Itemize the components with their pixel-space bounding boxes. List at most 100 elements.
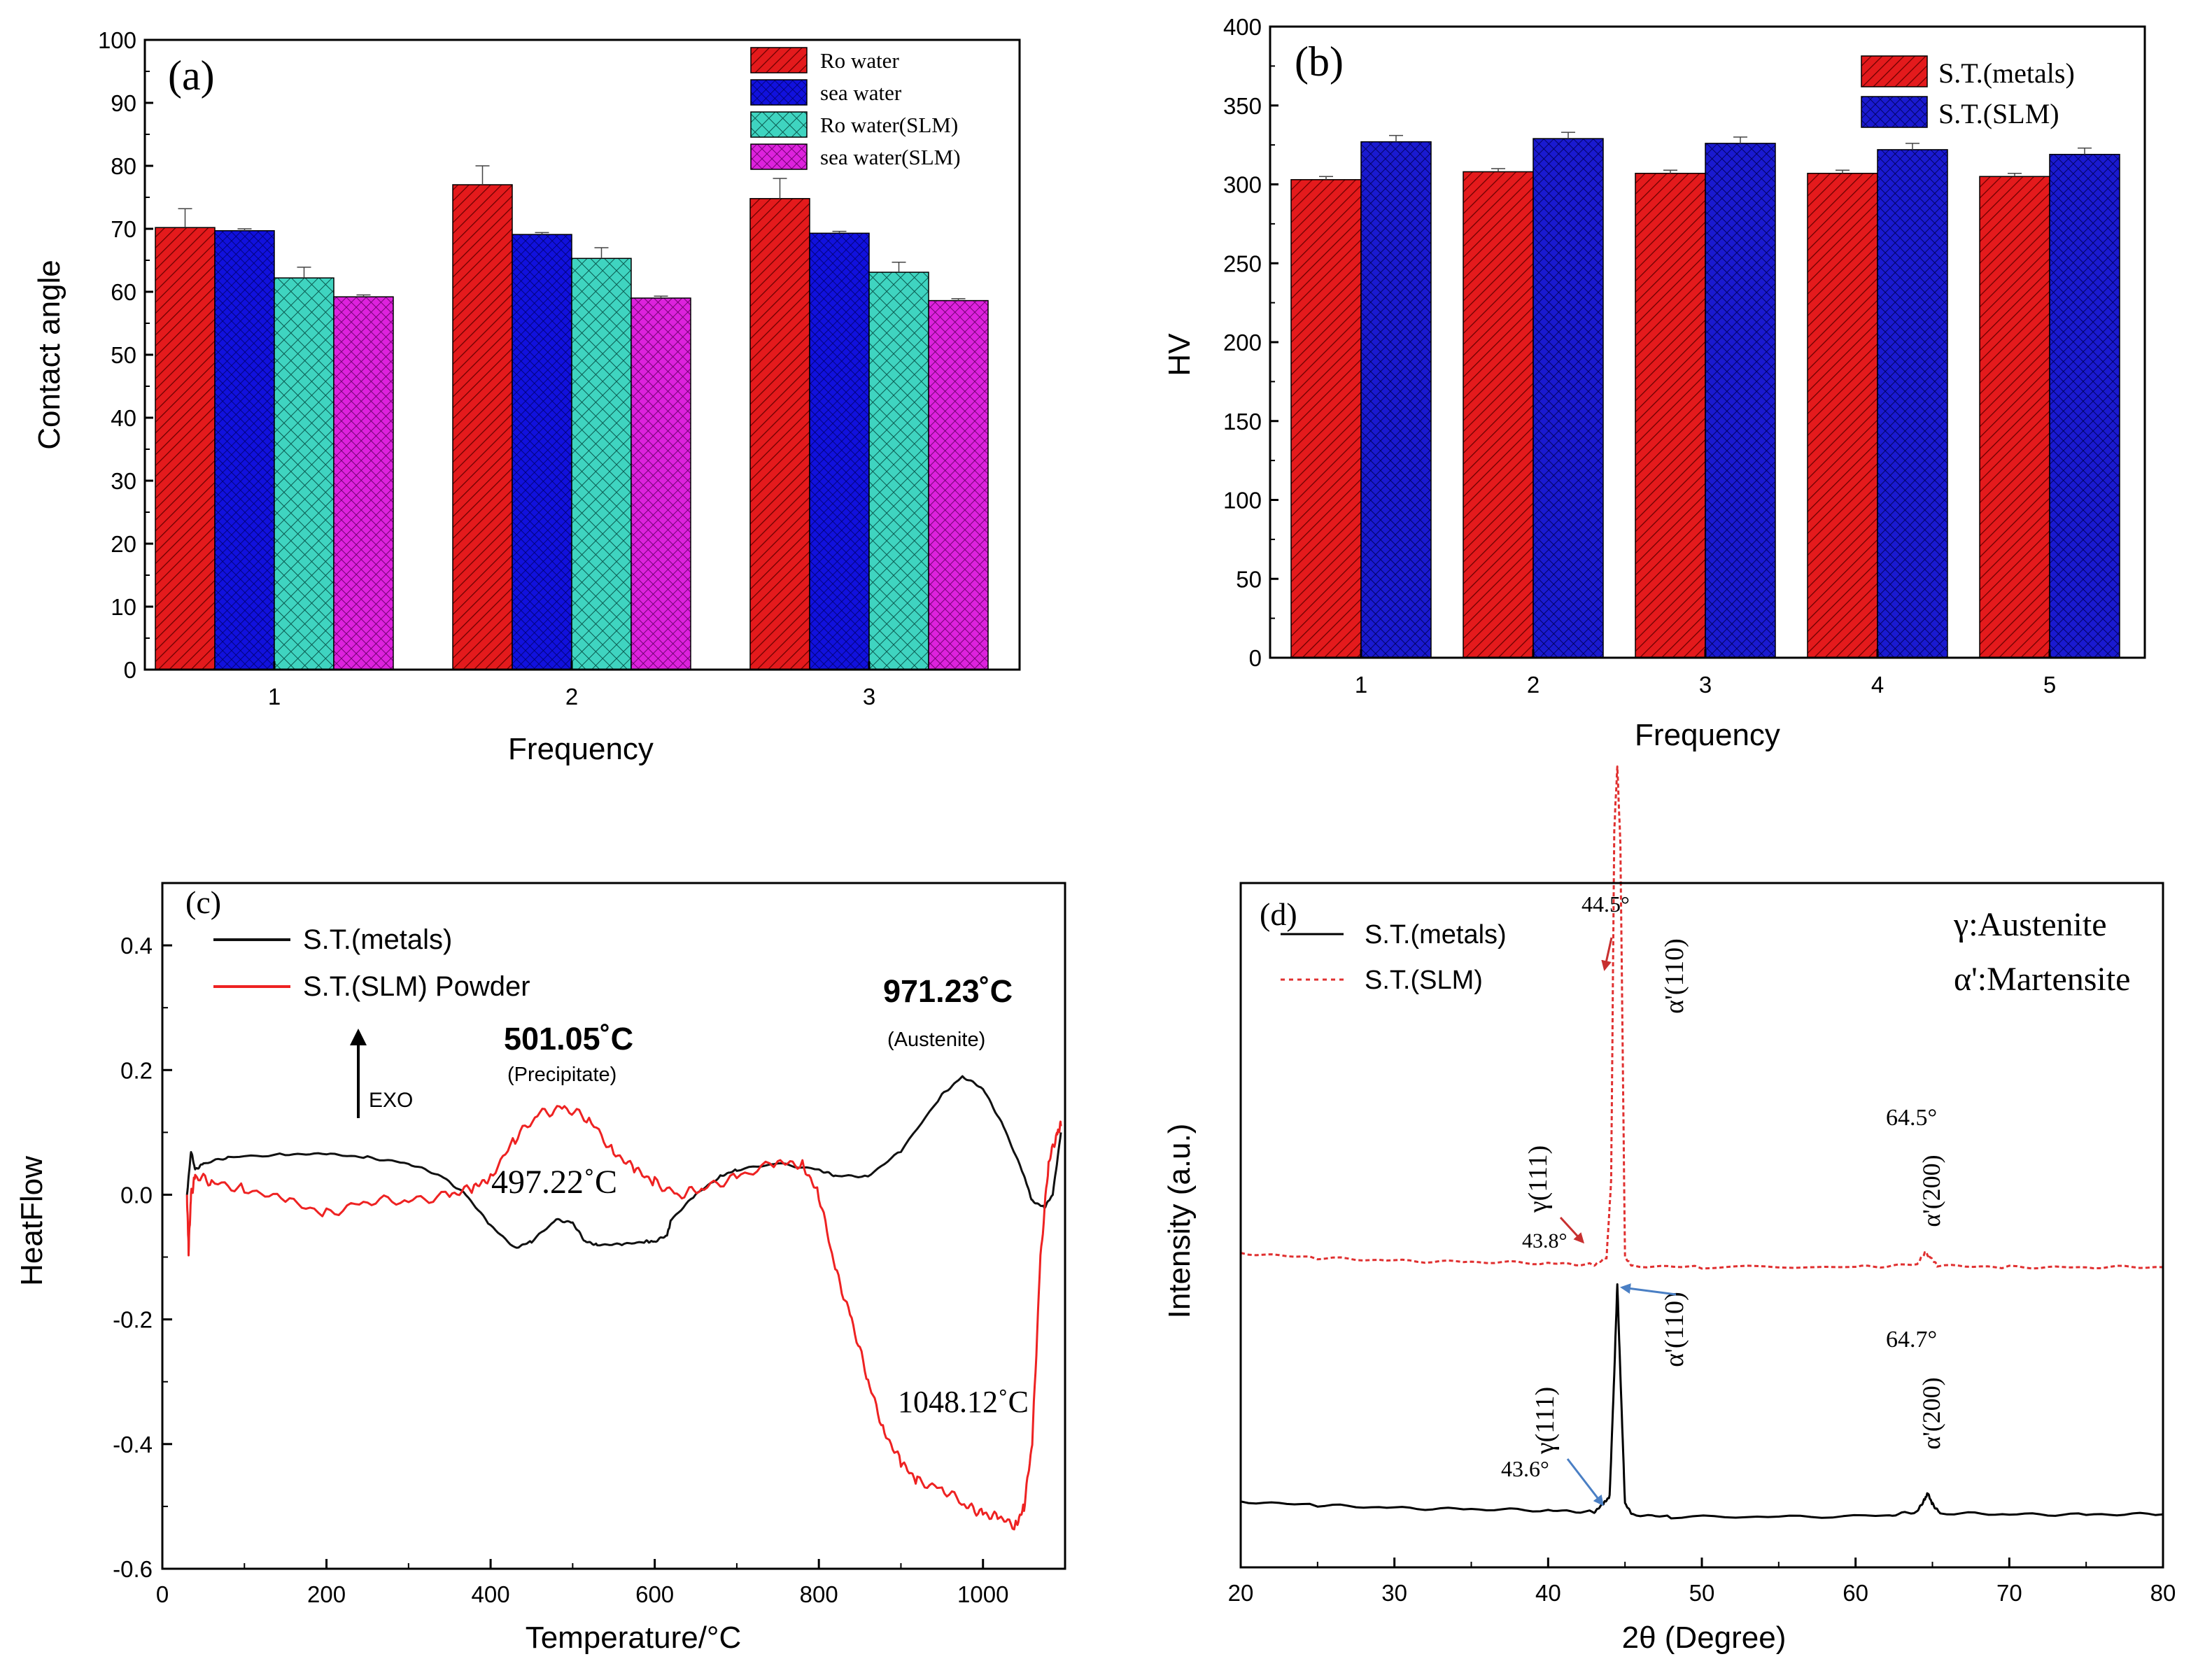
annotation-alpha110-slm: α'(110) [1660,938,1689,1014]
y-tick-label: 0.2 [120,1057,153,1083]
panel-a-ylabel: Contact angle [32,260,66,450]
x-tick-label: 1000 [957,1581,1008,1607]
legend-label-sea-water-slm: sea water(SLM) [820,145,961,169]
panel-c-label: (c) [185,884,221,920]
legend-label-dsc-metals: S.T.(metals) [303,924,452,955]
panel-d-legend: S.T.(metals) S.T.(SLM) γ:Austenite α':Ma… [1281,906,2130,998]
x-tick-label: 50 [1689,1580,1715,1606]
panel-b-xlabel: Frequency [1635,718,1780,752]
x-tick-label: 3 [1699,672,1712,698]
x-tick-label: 400 [472,1581,510,1607]
panel-d-label: (d) [1260,896,1297,932]
y-tick-label: -0.4 [113,1432,153,1457]
x-tick-label: 40 [1535,1580,1561,1606]
x-tick-label: 2 [1527,672,1540,698]
x-tick-label: 200 [307,1581,346,1607]
annotation-1048c: 1048.12˚C [898,1385,1029,1419]
x-tick-label: 4 [1871,672,1884,698]
legend-label-sea-water: sea water [820,80,902,105]
x-tick-label: 0 [156,1581,169,1607]
legend-swatch-ro-water-slm [750,111,808,138]
line-s-t-metals [1240,1283,2164,1520]
legend-label-st-slm: S.T.(SLM) [1938,98,2059,129]
legend-label-ro-water-slm: Ro water(SLM) [820,113,958,137]
y-tick-label: 200 [1223,330,1262,355]
bar-s-t-metals-1 [1290,178,1362,658]
bar-ro-water-slm-3 [868,271,929,670]
bar-s-t-metals-2 [1463,171,1534,658]
y-tick-label: 300 [1223,172,1262,198]
x-tick-label: 80 [2150,1580,2176,1606]
phase-legend-austenite: γ:Austenite [1953,906,2107,943]
panel-c-xlabel: Temperature/°C [526,1621,742,1655]
y-tick-label: 90 [111,90,136,116]
bar-s-t-metals-5 [1979,176,2050,658]
panel-b-ylabel: HV [1162,333,1197,376]
annotation-alpha200-slm: α'(200) [1917,1155,1945,1227]
line-s-t-slm-powder [185,1105,1062,1531]
panel-a-y-axis: 0 10 20 30 40 50 60 70 80 90 100 [98,27,153,683]
y-tick-label: 0.0 [120,1182,153,1208]
x-tick-label: 20 [1228,1580,1254,1606]
y-tick-label: 350 [1223,93,1262,119]
y-tick-label: 0 [1249,645,1262,671]
bar-s-t-slm-3 [1705,143,1776,658]
panel-d-axes: 20 30 40 50 60 70 80 [1228,1558,2176,1606]
panel-a-legend: Ro water sea water Ro water(SLM) sea wat… [750,47,961,170]
panel-c-annotations: EXO 501.05˚C (Precipitate) 971.23˚C (Aus… [350,973,1029,1419]
annotation-497c: 497.22˚C [491,1164,617,1201]
panel-c-frame [161,882,1066,1570]
y-tick-label: 10 [111,594,136,620]
panel-b-hardness-chart: 0 50 100 150 200 250 300 350 400 (b) Frequency H… [1162,14,2146,752]
phase-legend-martensite: α':Martensite [1954,961,2130,998]
bar-ro-water-slm-2 [571,257,632,670]
legend-label-dsc-slm: S.T.(SLM) Powder [303,971,530,1002]
annotation-alpha110-metals: α'(110) [1660,1292,1689,1367]
legend-swatch-st-slm [1861,96,1928,128]
panel-b-bars [1290,132,2120,658]
panel-d-ylabel: Intensity (a.u.) [1162,1124,1197,1319]
bar-s-t-metals-3 [1635,172,1706,658]
bar-ro-water-1 [155,227,216,670]
bar-s-t-metals-4 [1807,172,1878,658]
arrow-gamma111-metals-icon [1566,1458,1604,1506]
panel-c-legend: S.T.(metals) S.T.(SLM) Powder [213,924,530,1002]
x-tick-label: 60 [1843,1580,1868,1606]
x-tick-label: 70 [1996,1580,2022,1606]
x-tick-label: 1 [1355,672,1367,698]
bar-s-t-slm-1 [1360,141,1432,658]
legend-label-st-metals: S.T.(metals) [1938,57,2075,89]
x-tick-label: 5 [2043,672,2056,698]
panel-b-y-axis: 0 50 100 150 200 250 300 350 400 [1223,14,1278,671]
bar-sea-water-slm-2 [630,297,691,670]
line-s-t-slm [1240,765,2164,1270]
y-tick-label: 70 [111,216,136,242]
y-tick-label: 100 [1223,488,1262,514]
panel-d-xlabel: 2θ (Degree) [1622,1621,1787,1655]
annotation-64-5: 64.5° [1886,1105,1937,1131]
panel-a-bars [155,165,989,670]
panel-d-xrd-chart: 20 30 40 50 60 70 80 (d) 2θ (Degree) Intensity… [1162,765,2176,1655]
y-tick-label: 60 [111,279,136,305]
y-tick-label: 50 [111,342,136,368]
annotation-precipitate: (Precipitate) [507,1064,617,1086]
bar-ro-water-2 [452,184,513,670]
arrow-alpha110-metals-icon [1620,1283,1677,1296]
annotation-austenite: (Austenite) [887,1029,985,1051]
x-tick-label: 30 [1381,1580,1407,1606]
x-tick-label: 2 [565,684,578,710]
legend-label-xrd-slm: S.T.(SLM) [1365,966,1483,995]
panel-b-label: (b) [1295,38,1344,85]
legend-label-xrd-metals: S.T.(metals) [1365,920,1507,950]
y-tick-label: 400 [1223,14,1262,40]
y-tick-label: 100 [98,27,136,53]
y-tick-label: -0.2 [113,1307,153,1333]
y-tick-label: 250 [1223,250,1262,276]
y-tick-label: 80 [111,153,136,179]
panel-c-ylabel: HeatFlow [15,1156,49,1286]
x-tick-label: 1 [268,684,281,710]
panel-a-contact-angle-chart: 0 10 20 30 40 50 60 70 80 90 100 (a) Frequency Con… [32,27,1021,766]
x-tick-label: 800 [800,1581,838,1607]
legend-swatch-sea-water-slm [750,143,808,170]
